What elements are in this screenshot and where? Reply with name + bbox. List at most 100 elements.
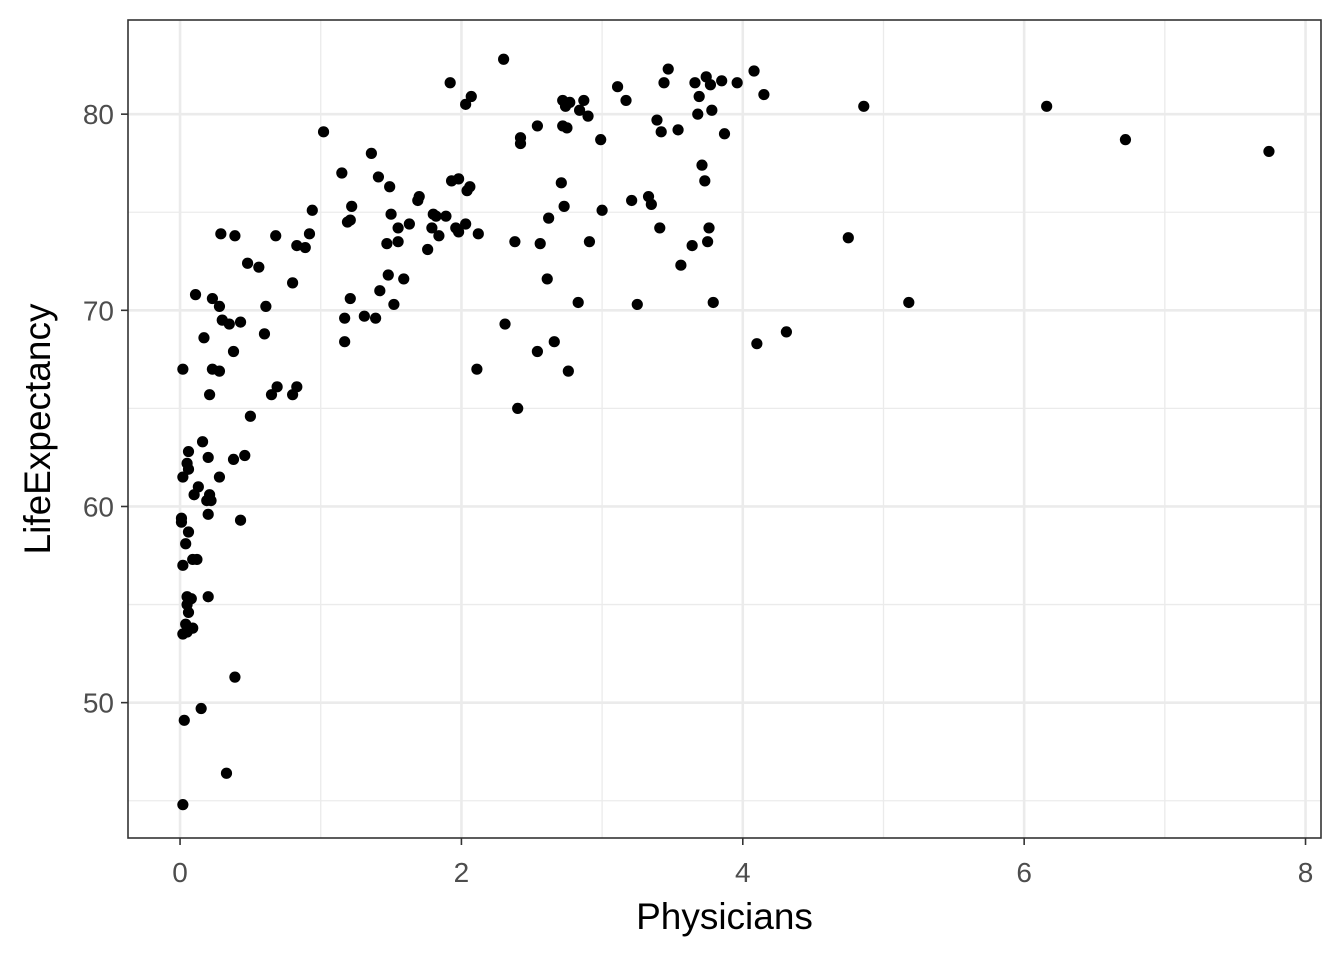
- data-point: [253, 261, 265, 273]
- data-point: [398, 273, 410, 285]
- data-point: [461, 185, 473, 197]
- data-point: [205, 494, 217, 507]
- data-point: [234, 514, 247, 526]
- x-tick-label: 6: [1016, 857, 1032, 888]
- data-point: [317, 126, 330, 138]
- data-point: [672, 124, 684, 136]
- data-point: [270, 230, 282, 242]
- data-point: [260, 300, 272, 312]
- data-point: [213, 471, 226, 483]
- data-point: [842, 232, 854, 244]
- data-point: [654, 222, 666, 234]
- data-point: [558, 200, 570, 212]
- y-tick-label: 70: [83, 295, 114, 326]
- data-point: [182, 606, 195, 619]
- y-axis: 50 60 70 80: [83, 99, 128, 719]
- data-point: [578, 94, 590, 107]
- data-point: [731, 77, 743, 89]
- data-point: [858, 100, 870, 112]
- y-tick-label: 60: [83, 491, 114, 522]
- data-point: [582, 110, 594, 122]
- data-point: [689, 77, 701, 89]
- data-point: [1263, 145, 1275, 158]
- data-point: [471, 363, 483, 375]
- y-tick-label: 50: [83, 688, 114, 719]
- data-point: [341, 216, 354, 228]
- data-point: [213, 365, 226, 377]
- data-point: [382, 269, 394, 281]
- data-point: [562, 365, 574, 377]
- data-point: [227, 345, 240, 358]
- data-point: [509, 236, 521, 248]
- data-point: [182, 526, 195, 538]
- data-point: [903, 296, 915, 309]
- data-point: [198, 332, 210, 344]
- data-point: [758, 88, 770, 101]
- data-point: [178, 714, 190, 726]
- data-point: [595, 134, 607, 146]
- data-point: [213, 300, 226, 312]
- data-point: [346, 200, 358, 212]
- data-point: [707, 296, 719, 309]
- data-point: [244, 410, 256, 422]
- data-point: [336, 167, 348, 179]
- x-tick-label: 4: [735, 857, 751, 888]
- data-point: [202, 451, 214, 464]
- data-point: [531, 345, 543, 358]
- data-point: [706, 104, 718, 116]
- data-point: [177, 363, 189, 375]
- y-tick-label: 80: [83, 99, 114, 130]
- data-point: [177, 799, 189, 811]
- data-point: [287, 389, 299, 401]
- data-point: [223, 318, 235, 330]
- data-point: [596, 204, 608, 216]
- data-point: [202, 508, 214, 520]
- data-point: [499, 318, 511, 330]
- data-point: [229, 671, 241, 683]
- data-point: [561, 122, 573, 134]
- data-point: [180, 538, 192, 550]
- data-point: [514, 137, 527, 150]
- data-point: [718, 128, 731, 140]
- data-point: [498, 53, 510, 65]
- data-point: [381, 238, 393, 250]
- data-point: [203, 389, 216, 401]
- data-point: [177, 559, 189, 571]
- data-point: [472, 228, 484, 240]
- data-point: [780, 326, 793, 338]
- data-point: [631, 298, 643, 311]
- data-point: [460, 98, 472, 110]
- data-point: [175, 516, 188, 528]
- data-point: [291, 239, 303, 252]
- data-point: [202, 591, 214, 603]
- y-axis-title: LifeExpectancy: [17, 303, 58, 554]
- data-point: [177, 471, 189, 483]
- data-point: [181, 626, 193, 638]
- data-point: [555, 177, 567, 189]
- data-point: [453, 173, 465, 185]
- data-point: [716, 75, 728, 87]
- data-point: [195, 702, 207, 715]
- x-tick-label: 0: [172, 857, 188, 888]
- data-point: [370, 312, 382, 324]
- x-tick-label: 8: [1298, 857, 1314, 888]
- data-points: [175, 53, 1275, 811]
- data-point: [699, 175, 711, 187]
- x-axis-title: Physicians: [636, 896, 813, 937]
- data-point: [365, 147, 377, 159]
- panel-background: [128, 20, 1321, 838]
- data-point: [385, 208, 397, 220]
- data-point: [751, 338, 763, 350]
- data-point: [206, 292, 219, 305]
- data-point: [265, 389, 278, 401]
- data-point: [188, 489, 200, 501]
- data-point: [182, 463, 195, 475]
- data-point: [655, 126, 667, 138]
- data-point: [541, 273, 553, 285]
- data-point: [620, 94, 632, 107]
- data-point: [422, 243, 434, 256]
- data-point: [271, 381, 283, 393]
- data-point: [440, 210, 452, 222]
- panel-border: [127, 19, 1322, 839]
